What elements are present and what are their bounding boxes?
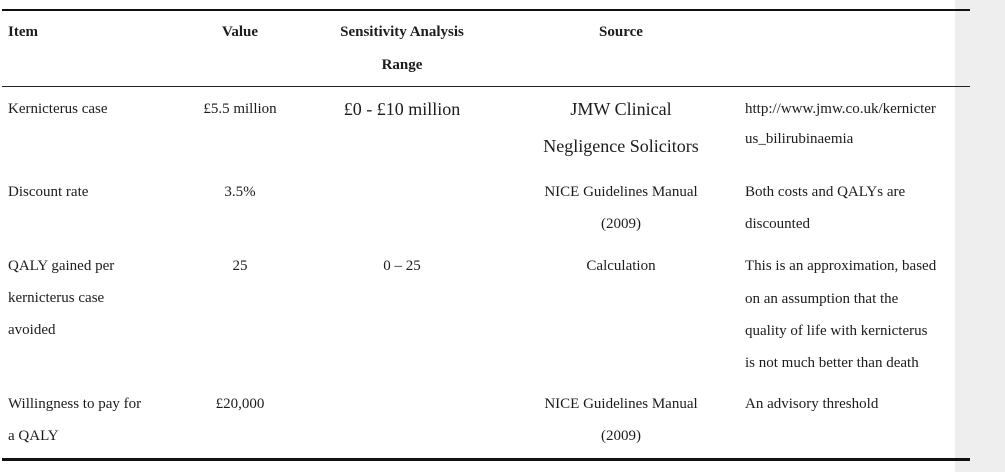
cell-note: Both costs and QALYs are	[745, 184, 906, 200]
cell-value: 25	[232, 258, 248, 274]
cell-value: £5.5 million	[203, 101, 277, 117]
page-margin-strip	[955, 0, 1005, 472]
cell-source: NICE Guidelines Manual	[544, 184, 698, 200]
cell-item: Willingness to pay for	[8, 396, 142, 412]
header-item: Item	[8, 24, 38, 40]
cell-note: This is an approximation, based	[745, 258, 937, 274]
cell-item: Discount rate	[8, 184, 89, 200]
cell-value: 3.5%	[224, 184, 256, 200]
cell-source: (2009)	[601, 428, 641, 444]
cell-source: JMW Clinical	[570, 99, 672, 119]
cell-source: Calculation	[586, 258, 656, 274]
cell-range: £0 - £10 million	[343, 99, 461, 119]
cell-value: £20,000	[215, 396, 265, 412]
header-range-line2: Range	[381, 57, 423, 73]
cell-item: kernicterus case	[8, 290, 105, 306]
cell-note: is not much better than death	[745, 355, 919, 371]
cell-source: NICE Guidelines Manual	[544, 396, 698, 412]
header-range-line1: Sensitivity Analysis	[340, 24, 464, 40]
cell-item: Kernicterus case	[8, 101, 108, 117]
cell-source: (2009)	[601, 216, 641, 232]
cell-note: us_bilirubinaemia	[745, 131, 854, 147]
cell-note: An advisory threshold	[745, 396, 879, 412]
table-top-rule	[2, 9, 970, 11]
cell-note: quality of life with kernicterus	[745, 323, 928, 339]
header-value: Value	[221, 24, 259, 40]
header-rule	[2, 86, 970, 87]
cell-item: a QALY	[8, 428, 59, 444]
parameters-table: Item Value Sensitivity Analysis Range So…	[2, 9, 970, 461]
cell-item: avoided	[8, 322, 56, 338]
cell-note: on an assumption that the	[745, 291, 899, 307]
cell-note: discounted	[745, 216, 810, 232]
cell-range: 0 – 25	[383, 258, 421, 274]
table-bottom-rule	[2, 458, 970, 461]
cell-source: Negligence Solicitors	[543, 136, 699, 156]
cell-item: QALY gained per	[8, 258, 115, 274]
cell-note: http://www.jmw.co.uk/kernicter	[745, 101, 936, 117]
header-source: Source	[599, 24, 643, 40]
